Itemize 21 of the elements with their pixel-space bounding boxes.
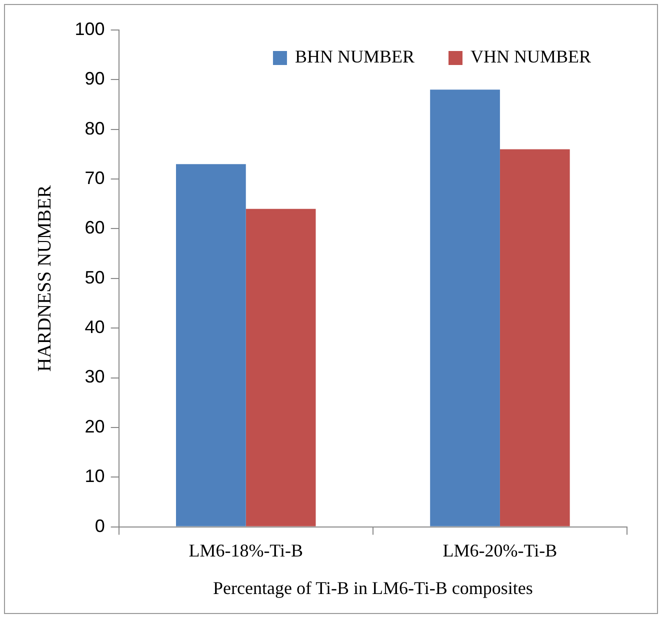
y-tick-label: 20 xyxy=(84,416,105,436)
y-tick-label: 60 xyxy=(84,218,105,238)
y-tick-label: 100 xyxy=(74,18,105,39)
bar xyxy=(430,90,500,526)
y-tick-label: 40 xyxy=(84,317,105,338)
y-tick-label: 90 xyxy=(84,68,105,89)
y-tick-label: 70 xyxy=(84,168,105,188)
y-axis-title: HARDNESS NUMBER xyxy=(34,184,56,372)
bar xyxy=(246,208,316,526)
bar xyxy=(176,164,246,526)
legend-label: BHN NUMBER xyxy=(294,46,414,67)
bar xyxy=(500,149,570,526)
x-axis-title: Percentage of Ti-B in LM6-Ti-B composites xyxy=(212,578,533,598)
y-tick-label: 0 xyxy=(94,516,105,536)
x-tick-label: LM6-20%-Ti-B xyxy=(442,540,558,560)
x-tick-label: LM6-18%-Ti-B xyxy=(188,540,304,560)
y-tick-label: 30 xyxy=(84,366,105,387)
legend-label: VHN NUMBER xyxy=(470,46,592,67)
y-tick-label: 50 xyxy=(84,267,105,288)
y-tick-label: 10 xyxy=(84,466,105,486)
y-tick-label: 80 xyxy=(84,118,105,138)
